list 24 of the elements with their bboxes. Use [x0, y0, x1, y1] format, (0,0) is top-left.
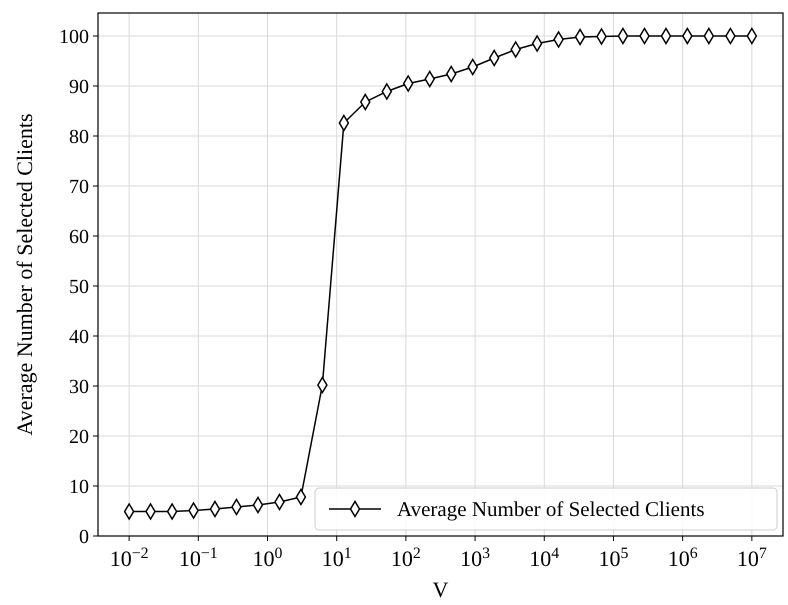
y-tick-label: 60: [69, 226, 89, 248]
x-tick-label: 10$^{1}$: [322, 544, 352, 571]
x-tick-label: 10$^{−2}$: [110, 544, 149, 571]
y-tick-label: 0: [79, 526, 89, 548]
x-tick-label: 10$^{−1}$: [178, 544, 218, 571]
y-tick-label: 80: [69, 126, 89, 148]
legend-label: Average Number of Selected Clients: [397, 497, 705, 521]
y-tick-label: 40: [69, 326, 89, 348]
y-tick-label: 30: [69, 376, 89, 398]
y-axis-title: Average Number of Selected Clients: [12, 113, 37, 436]
y-tick-label: 100: [59, 26, 89, 48]
x-tick-label: 10$^{3}$: [460, 544, 490, 571]
x-tick-label: 10$^{2}$: [390, 544, 421, 571]
y-tick-label: 50: [69, 276, 89, 298]
x-tick-label: 10$^{6}$: [668, 544, 698, 571]
x-tick-label: 10$^{7}$: [736, 544, 767, 571]
y-tick-label: 20: [69, 426, 89, 448]
x-tick-label: 10$^{4}$: [529, 544, 560, 571]
y-tick-label: 90: [69, 76, 89, 98]
x-tick-label: 10$^{0}$: [252, 544, 283, 571]
y-tick-label: 70: [69, 176, 89, 198]
x-tick-label: 10$^{5}$: [598, 544, 628, 571]
y-tick-label: 10: [69, 476, 89, 498]
x-axis-title: V: [432, 577, 449, 602]
